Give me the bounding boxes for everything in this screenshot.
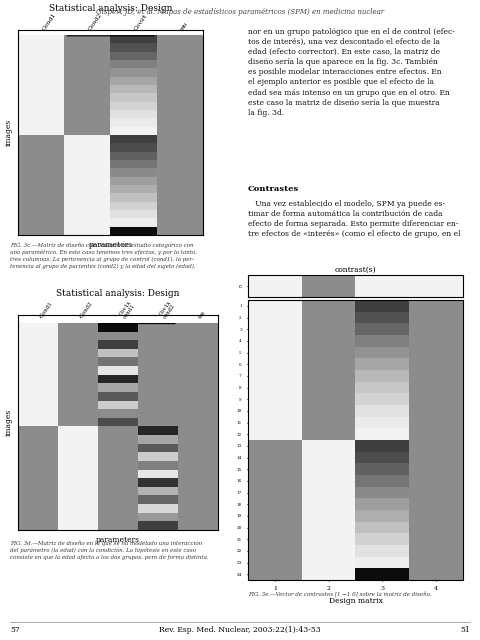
Text: Cond2: Cond2: [87, 12, 103, 31]
Text: Cov1x
cond1: Cov1x cond1: [118, 300, 137, 319]
Text: FIG. 3d.—Matriz de diseño en la que se ha modelado una interacción
del parámetro: FIG. 3d.—Matriz de diseño en la que se h…: [10, 540, 209, 559]
Text: Contrastes: Contrastes: [248, 185, 299, 193]
Text: -Cond1: -Cond1: [38, 300, 53, 319]
X-axis label: Design matrix: Design matrix: [329, 597, 383, 605]
Text: Cond1: Cond1: [41, 12, 57, 31]
X-axis label: parameters: parameters: [96, 536, 140, 543]
Title: Statistical analysis: Design: Statistical analysis: Design: [56, 289, 180, 298]
Text: mu: mu: [180, 21, 190, 31]
Text: Cov1x
cond2: Cov1x cond2: [158, 300, 177, 319]
Text: Rev. Esp. Med. Nuclear, 2003:22(1):43-53: Rev. Esp. Med. Nuclear, 2003:22(1):43-53: [159, 626, 321, 634]
Text: nor en un grupo patológico que en el de control (efec-
tos de interés), una vez : nor en un grupo patológico que en el de …: [248, 28, 455, 116]
Title: contrast(s): contrast(s): [335, 266, 376, 274]
Text: -Cond2: -Cond2: [78, 300, 94, 319]
Text: FIG. 3c.—Matriz de diseño combinando un estudio categórico con
uno paramétrico. : FIG. 3c.—Matriz de diseño combinando un …: [10, 242, 197, 269]
Y-axis label: images: images: [4, 409, 12, 436]
Text: Gispert JD, et al. Mapas de estadísticos paramétricos (SPM) en medicina nuclear: Gispert JD, et al. Mapas de estadísticos…: [96, 8, 384, 16]
Text: mu: mu: [198, 309, 207, 319]
Text: Una vez establecido el modelo, SPM ya puede es-
timar de forma automática la con: Una vez establecido el modelo, SPM ya pu…: [248, 200, 460, 238]
Title: Statistical analysis: Design: Statistical analysis: Design: [49, 4, 172, 13]
Text: 51: 51: [460, 626, 470, 634]
X-axis label: parameters: parameters: [88, 241, 132, 248]
Text: 57: 57: [10, 626, 20, 634]
Text: Covirt: Covirt: [133, 13, 149, 31]
Text: FIG. 3e.—Vector de contrastes [1 −1 0] sobre la matriz de diseño.: FIG. 3e.—Vector de contrastes [1 −1 0] s…: [248, 592, 432, 597]
Y-axis label: images: images: [4, 119, 12, 146]
